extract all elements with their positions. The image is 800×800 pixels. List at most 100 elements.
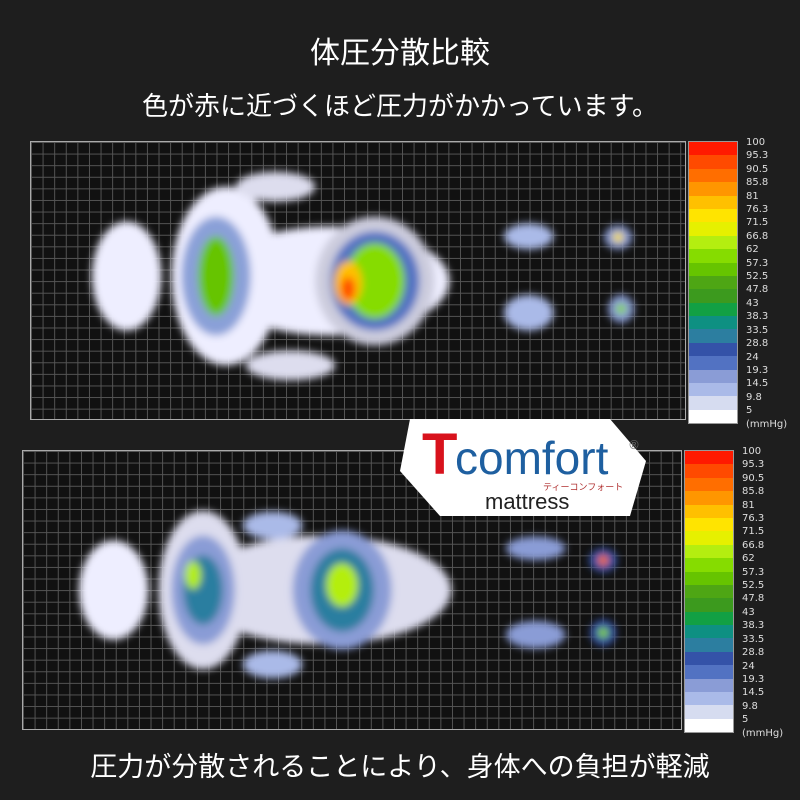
scale-labels-top: 100 95.3 90.5 85.8 81 76.3 71.5 66.8 62 57.3 52.5 4… xyxy=(746,136,787,431)
scale-label: 76.3 xyxy=(746,204,769,216)
scale-band xyxy=(685,584,733,599)
scale-label: 14.5 xyxy=(742,687,765,699)
scale-band xyxy=(689,262,737,276)
scale-label: 95.3 xyxy=(746,150,769,162)
scale-label: 52.5 xyxy=(742,580,765,592)
scale-label: 52.5 xyxy=(746,271,769,283)
scale-band xyxy=(685,517,733,532)
scale-label: 43 xyxy=(742,606,755,618)
scale-band xyxy=(685,718,733,733)
svg-text:T: T xyxy=(422,422,457,487)
scale-band xyxy=(685,611,733,626)
scale-label: 28.8 xyxy=(746,338,769,350)
scale-band xyxy=(689,396,737,410)
scale-band xyxy=(689,289,737,303)
scale-label: 43 xyxy=(746,297,759,309)
scale-band xyxy=(689,142,737,156)
scale-band xyxy=(689,195,737,209)
scale-band xyxy=(689,369,737,384)
subtitle: 色が赤に近づくほど圧力がかかっています。 xyxy=(141,92,659,122)
scale-band xyxy=(685,678,733,693)
scale-label: 38.3 xyxy=(742,620,765,632)
scale-band xyxy=(689,222,737,236)
scale-unit: (mmHg) xyxy=(742,727,784,739)
scale-label: 57.3 xyxy=(746,257,769,269)
scale-band xyxy=(689,275,737,290)
scale-label: 62 xyxy=(742,553,755,565)
scale-band xyxy=(685,705,733,719)
scale-band xyxy=(685,544,733,559)
scale-label: 76.3 xyxy=(742,513,765,525)
footer-caption: 圧力が分散されることにより、身体への負担が軽減 xyxy=(90,752,710,783)
scale-label: 14.5 xyxy=(746,378,769,390)
scale-band xyxy=(689,302,737,317)
scale-label: 66.8 xyxy=(746,230,769,242)
scale-label: 100 xyxy=(746,137,766,148)
scale-band xyxy=(689,356,737,370)
scale-label: 5 xyxy=(742,714,749,726)
scale-band xyxy=(689,409,737,424)
scale-band xyxy=(685,558,733,572)
scale-label: 85.8 xyxy=(742,486,765,498)
svg-text:®: ® xyxy=(628,438,640,452)
scale-unit: (mmHg) xyxy=(746,418,788,430)
scale-band xyxy=(685,464,733,478)
scale-label: 47.8 xyxy=(746,284,769,296)
scale-label: 9.8 xyxy=(742,700,758,712)
scale-band xyxy=(689,182,737,196)
scale-label: 62 xyxy=(746,244,759,256)
scale-band xyxy=(685,665,733,679)
color-scale-bottom xyxy=(684,450,734,734)
scale-label: 19.3 xyxy=(742,673,765,685)
scale-label: 5 xyxy=(746,405,753,417)
scale-band xyxy=(685,491,733,505)
scale-label: 47.8 xyxy=(742,593,765,605)
scale-band xyxy=(685,571,733,585)
scale-label: 90.5 xyxy=(746,163,769,175)
scale-label: 100 xyxy=(742,446,762,457)
scale-band xyxy=(689,168,737,183)
scale-band xyxy=(685,638,733,652)
scale-label: 71.5 xyxy=(742,526,765,538)
scale-band xyxy=(685,598,733,612)
svg-text:comfort: comfort xyxy=(455,432,609,484)
scale-labels-bottom: 100 95.3 90.5 85.8 81 76.3 71.5 66.8 62 57.3 52.5 4… xyxy=(742,445,783,740)
tcomfort-logo: T comfort ® ティーコンフォート mattress xyxy=(400,416,648,519)
scale-band xyxy=(689,383,737,397)
scale-label: 95.3 xyxy=(742,459,765,471)
scale-label: 33.5 xyxy=(746,324,769,336)
scale-band xyxy=(689,249,737,263)
scale-label: 38.3 xyxy=(746,311,769,323)
scale-label: 81 xyxy=(742,499,755,511)
scale-label: 24 xyxy=(746,351,759,363)
pressure-map-top xyxy=(30,141,686,420)
scale-band xyxy=(689,155,737,169)
scale-band xyxy=(685,692,733,706)
scale-label: 85.8 xyxy=(746,177,769,189)
scale-label: 90.5 xyxy=(742,472,765,484)
page-title: 体圧分散比較 xyxy=(310,36,490,71)
scale-band xyxy=(685,477,733,492)
svg-text:ティーコンフォート: ティーコンフォート xyxy=(543,482,623,493)
color-scale-top xyxy=(688,141,738,425)
scale-band xyxy=(685,651,733,666)
scale-label: 19.3 xyxy=(746,364,769,376)
scale-band xyxy=(685,531,733,545)
scale-label: 24 xyxy=(742,660,755,672)
scale-label: 71.5 xyxy=(746,217,769,229)
scale-label: 81 xyxy=(746,190,759,202)
scale-band xyxy=(689,208,737,223)
scale-label: 33.5 xyxy=(742,633,765,645)
scale-band xyxy=(685,451,733,465)
scale-band xyxy=(685,504,733,518)
scale-band xyxy=(689,316,737,330)
scale-band xyxy=(689,342,737,357)
scale-label: 9.8 xyxy=(746,391,762,403)
scale-band xyxy=(685,625,733,639)
scale-label: 28.8 xyxy=(742,647,765,659)
scale-band xyxy=(689,329,737,343)
scale-band xyxy=(689,235,737,250)
svg-text:mattress: mattress xyxy=(485,489,569,514)
scale-label: 66.8 xyxy=(742,539,765,551)
scale-label: 57.3 xyxy=(742,566,765,578)
